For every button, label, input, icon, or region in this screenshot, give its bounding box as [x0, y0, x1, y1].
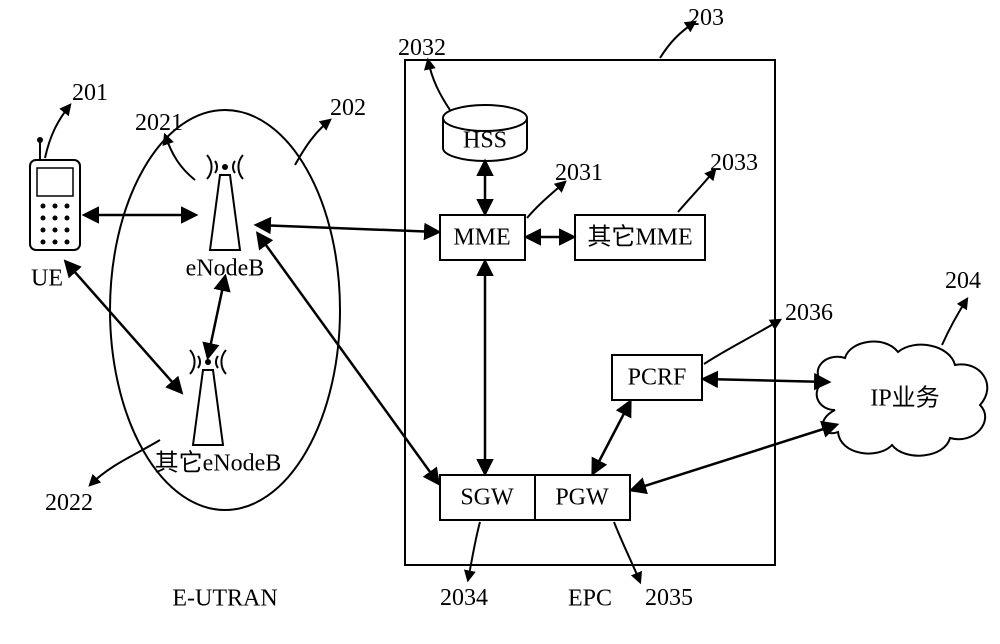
pgw-label: PGW [555, 485, 609, 511]
ref-l2032: 2032 [398, 35, 446, 61]
ref-l2035: 2035 [645, 585, 693, 611]
mme-label: MME [453, 225, 510, 251]
eutran-label: E-UTRAN [172, 586, 277, 612]
ref-l2021: 2021 [135, 110, 183, 136]
ref-l2036: 2036 [785, 300, 833, 326]
other-mme-label: 其它MME [587, 224, 692, 251]
ue-phone-icon [30, 137, 80, 250]
ref-l2022: 2022 [45, 490, 93, 516]
ref-l2034: 2034 [440, 585, 488, 611]
ref-l204: 204 [945, 268, 981, 294]
ref-l201: 201 [72, 80, 108, 106]
leader-l201 [45, 105, 70, 158]
diagram-canvas: EPC E-UTRAN UE eNodeB [0, 0, 1000, 644]
ip-label: IP业务 [870, 385, 939, 412]
hss-label: HSS [463, 128, 507, 154]
other-enodeb-label: 其它eNodeB [155, 450, 282, 477]
ue-label: UE [31, 266, 63, 292]
ref-l2031: 2031 [555, 160, 603, 186]
pcrf-label: PCRF [628, 365, 687, 391]
ref-l202: 202 [330, 95, 366, 121]
ref-l2033: 2033 [710, 150, 758, 176]
sgw-label: SGW [460, 485, 514, 511]
leader-l204 [942, 299, 967, 345]
epc-label: EPC [568, 586, 612, 612]
ref-l203: 203 [688, 5, 724, 31]
